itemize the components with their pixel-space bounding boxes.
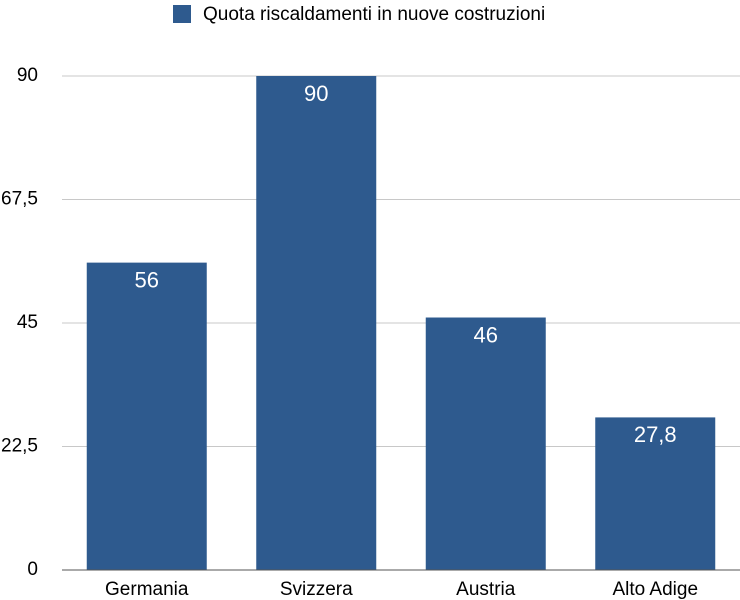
- y-tick-label: 22,5: [1, 436, 38, 457]
- y-tick-label: 45: [17, 312, 38, 333]
- x-tick-label: Alto Adige: [612, 579, 698, 600]
- y-tick-label: 67,5: [1, 189, 38, 210]
- y-tick-label: 90: [17, 65, 38, 86]
- x-tick-label: Austria: [456, 579, 516, 600]
- value-label: 90: [304, 81, 328, 106]
- x-tick-label: Svizzera: [280, 579, 353, 600]
- legend-swatch: [173, 5, 191, 23]
- value-label: 56: [135, 267, 159, 292]
- x-tick-label: Germania: [105, 579, 189, 600]
- value-label: 46: [474, 322, 498, 347]
- bar: [256, 76, 377, 570]
- y-tick-label: 0: [27, 559, 38, 580]
- bar: [595, 417, 716, 570]
- bar: [86, 262, 207, 570]
- value-label: 27,8: [634, 422, 677, 447]
- legend-label: Quota riscaldamenti in nuove costruzioni: [203, 4, 545, 25]
- bar: [425, 317, 546, 570]
